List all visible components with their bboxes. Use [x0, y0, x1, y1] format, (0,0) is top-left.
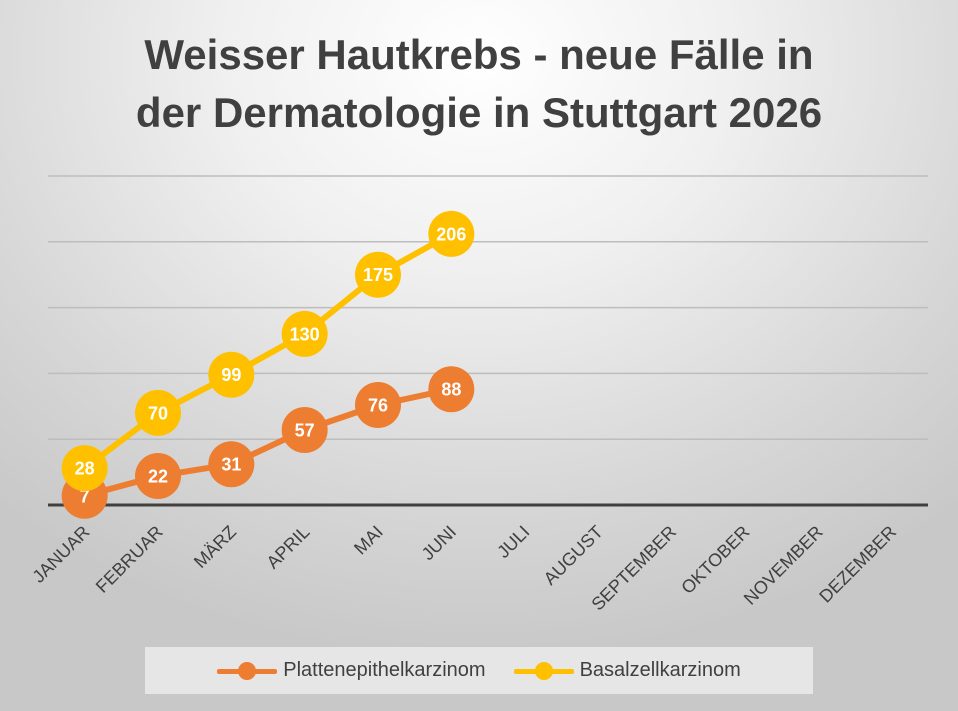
legend-label-basalzellkarzinom: Basalzellkarzinom: [579, 659, 741, 681]
data-point-basalzellkarzinom-5: [428, 210, 475, 257]
legend-item-plattenepithelkarzinom: Plattenepithelkarzinom: [217, 659, 486, 682]
data-label-plattenepithelkarzinom-0: 7: [80, 486, 90, 506]
x-tick-label-juli: JULI: [493, 522, 533, 562]
data-label-basalzellkarzinom-3: 130: [290, 324, 320, 344]
data-point-plattenepithelkarzinom-3: [281, 406, 328, 453]
data-point-basalzellkarzinom-4: [355, 251, 401, 298]
data-point-basalzellkarzinom-0: [61, 445, 108, 492]
legend-label-plattenepithelkarzinom: Plattenepithelkarzinom: [283, 659, 486, 681]
x-tick-label-juni: JUNI: [418, 522, 460, 564]
x-tick-label-november: NOVEMBER: [740, 522, 827, 609]
x-tick-label-august: AUGUST: [540, 522, 607, 589]
data-label-plattenepithelkarzinom-1: 22: [148, 467, 168, 487]
x-tick-label-oktober: OKTOBER: [677, 522, 753, 598]
series-basalzellkarzinom: 28 70 99 130 175 206: [61, 210, 475, 492]
legend: Plattenepithelkarzinom Basalzellkarzinom: [145, 647, 813, 694]
data-label-basalzellkarzinom-0: 28: [75, 459, 95, 479]
data-label-basalzellkarzinom-5: 206: [436, 224, 466, 244]
data-point-basalzellkarzinom-3: [281, 310, 328, 357]
x-tick-label-januar: JANUAR: [28, 522, 93, 587]
gridlines: [48, 175, 928, 440]
data-point-basalzellkarzinom-2: [208, 351, 255, 398]
data-label-plattenepithelkarzinom-4: 76: [368, 395, 388, 415]
x-tick-label-februar: FEBRUAR: [92, 522, 167, 597]
legend-item-basalzellkarzinom: Basalzellkarzinom: [513, 659, 741, 682]
data-point-plattenepithelkarzinom-1: [135, 453, 181, 500]
data-label-basalzellkarzinom-4: 175: [363, 265, 393, 285]
data-point-plattenepithelkarzinom-5: [428, 366, 475, 413]
series-layer: 7 22 31 57 76 88 28 70 99 130 175 206: [61, 210, 475, 519]
legend-swatch-yellow-marker: [513, 661, 574, 681]
data-label-basalzellkarzinom-2: 99: [221, 365, 241, 385]
x-tick-label-dezember: DEZEMBER: [815, 522, 900, 607]
x-tick-label-märz: MÄRZ: [190, 522, 240, 572]
data-label-basalzellkarzinom-1: 70: [148, 403, 168, 423]
chart-title-line-2: der Dermatologie in Stuttgart 2026: [135, 89, 823, 136]
data-label-plattenepithelkarzinom-5: 88: [441, 380, 461, 400]
chart-title-line-1: Weisser Hautkrebs - neue Fälle in: [144, 31, 814, 78]
data-point-plattenepithelkarzinom-4: [355, 381, 401, 428]
legend-swatch-orange-marker: [217, 661, 278, 681]
data-point-plattenepithelkarzinom-2: [208, 441, 255, 488]
x-tick-label-mai: MAI: [350, 522, 387, 559]
x-tick-label-april: APRIL: [263, 522, 314, 573]
data-point-basalzellkarzinom-1: [135, 389, 181, 436]
data-label-plattenepithelkarzinom-2: 31: [221, 455, 241, 475]
data-label-plattenepithelkarzinom-3: 57: [295, 420, 315, 440]
chart-title: Weisser Hautkrebs - neue Fälle in der De…: [0, 26, 958, 142]
